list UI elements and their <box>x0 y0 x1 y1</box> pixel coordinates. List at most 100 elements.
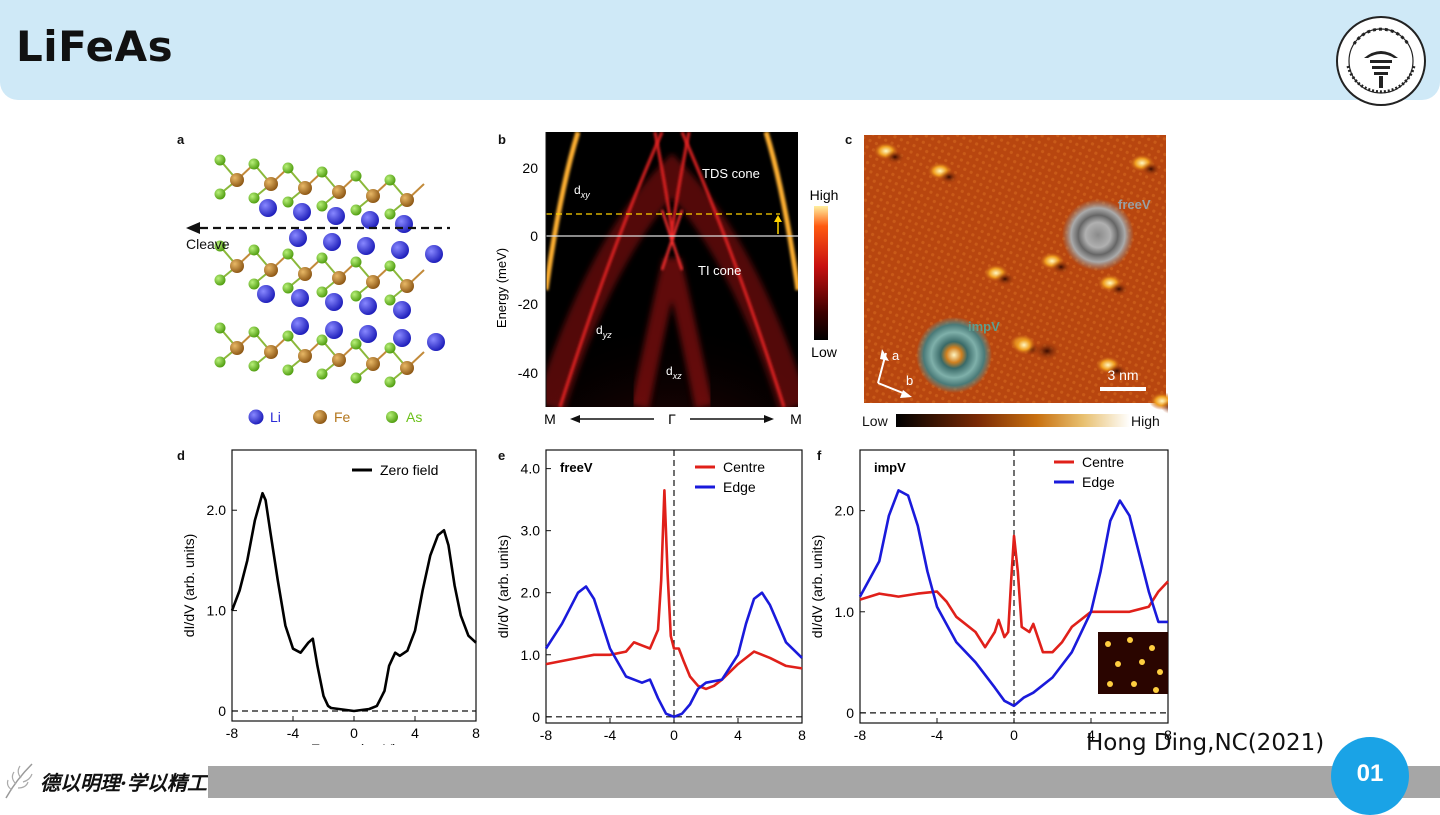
b-ylabel: Energy (meV) <box>494 248 509 328</box>
fe-atom <box>298 267 312 281</box>
as-atom <box>316 200 328 212</box>
footer-bar <box>208 766 1440 798</box>
li-atom <box>291 289 309 307</box>
header-bar <box>0 0 1440 100</box>
li-atom <box>361 211 379 229</box>
orbital-dxz-label: dxz <box>666 364 682 381</box>
as-atom <box>350 170 362 182</box>
li-atom <box>393 329 411 347</box>
as-atom <box>282 364 294 376</box>
as-atom <box>214 356 226 368</box>
fe-atom <box>400 193 414 207</box>
tds-cone-label: TDS cone <box>702 166 760 181</box>
y-axis-label: dI/dV (arb. units) <box>495 535 511 639</box>
page-title: LiFeAs <box>16 22 174 71</box>
as-atom <box>384 294 396 306</box>
y-axis-label: dI/dV (arb. units) <box>810 535 825 639</box>
x-axis-label: Energy (meV) <box>631 743 717 745</box>
defect-dark-spot <box>995 272 1015 286</box>
legend-label: Edge <box>1082 474 1115 490</box>
x-tick-label: 8 <box>798 727 806 743</box>
motto-text: 德以明理·学以精工 <box>40 771 207 795</box>
fe-atom <box>298 181 312 195</box>
legend-li-label: Li <box>270 409 281 425</box>
legend-label: Edge <box>723 479 756 495</box>
fe-atom <box>366 189 380 203</box>
fe-atom <box>264 263 278 277</box>
as-atom <box>214 240 226 252</box>
li-atom <box>323 233 341 251</box>
series-line-centre <box>545 488 803 691</box>
legend-fe-label: Fe <box>334 409 351 425</box>
y-tick-label: 0 <box>846 705 854 721</box>
scalebar-label: 3 nm <box>1107 367 1138 383</box>
as-atom <box>384 174 396 186</box>
freev-vortex <box>1062 199 1134 271</box>
fe-atom <box>332 185 346 199</box>
li-atom <box>289 229 307 247</box>
series-line-zero-field <box>230 491 477 713</box>
y-tick-label: 2.0 <box>521 585 541 601</box>
li-atom <box>257 285 275 303</box>
page-number-badge: 01 <box>1331 737 1409 815</box>
panel-b-label: b <box>498 132 506 147</box>
x-tick-label: -4 <box>931 727 944 743</box>
as-atom <box>384 376 396 388</box>
freev-label: freeV <box>1118 197 1151 212</box>
as-atom <box>384 260 396 272</box>
li-atom <box>325 293 343 311</box>
x-tick-label: 0 <box>1010 727 1018 743</box>
li-atom <box>359 297 377 315</box>
b-xtick-m-left: M <box>544 411 556 427</box>
leaf-icon <box>5 763 33 799</box>
as-atom <box>350 204 362 216</box>
x-tick-label: 4 <box>1087 727 1095 743</box>
b-xtick-m-right: M <box>790 411 802 427</box>
as-atom <box>316 334 328 346</box>
y-tick-label: 1.0 <box>207 603 227 619</box>
c-colorbar-low: Low <box>862 413 889 429</box>
panel-a-label: a <box>177 132 185 147</box>
b-colorbar-high: High <box>810 187 839 203</box>
as-atom <box>350 290 362 302</box>
as-atom <box>248 158 260 170</box>
defect-dark-spot <box>939 170 959 184</box>
fe-atom <box>230 341 244 355</box>
li-atom <box>393 301 411 319</box>
li-atom <box>357 237 375 255</box>
y-tick-label: 0 <box>532 709 540 725</box>
y-axis-label: dI/dV (arb. units) <box>181 534 197 638</box>
y-tick-label: 2.0 <box>835 503 855 519</box>
as-atom <box>316 286 328 298</box>
li-atom <box>425 245 443 263</box>
b-ytick-20: 20 <box>522 160 538 176</box>
fe-atom <box>230 173 244 187</box>
y-tick-label: 0 <box>218 703 226 719</box>
defect-dark-spot <box>885 150 905 164</box>
li-atom <box>359 325 377 343</box>
right-arrow-icon <box>764 415 774 423</box>
fe-atom <box>298 349 312 363</box>
scalebar <box>1100 387 1146 391</box>
legend-label: Centre <box>1082 454 1124 470</box>
x-tick-label: 8 <box>472 725 480 741</box>
orbital-dxy-label: dxy <box>574 183 590 200</box>
as-atom <box>316 166 328 178</box>
li-atom <box>395 215 413 233</box>
as-atom <box>350 256 362 268</box>
as-atom <box>214 322 226 334</box>
defect-dark-spot <box>1051 260 1071 274</box>
university-seal-logo <box>1336 16 1426 106</box>
fe-atom <box>264 177 278 191</box>
series-line-edge <box>544 585 803 719</box>
panel-tag: impV <box>874 460 906 475</box>
stm-surface <box>864 135 1166 403</box>
orbital-dyz-label: dyz <box>596 323 612 340</box>
li-atom <box>427 333 445 351</box>
b-ytick-0: 0 <box>530 228 538 244</box>
y-tick-label: 1.0 <box>835 604 855 620</box>
x-tick-label: -8 <box>226 725 239 741</box>
c-colorbar-high: High <box>1131 413 1160 429</box>
x-tick-label: 4 <box>411 725 419 741</box>
as-atom <box>282 196 294 208</box>
